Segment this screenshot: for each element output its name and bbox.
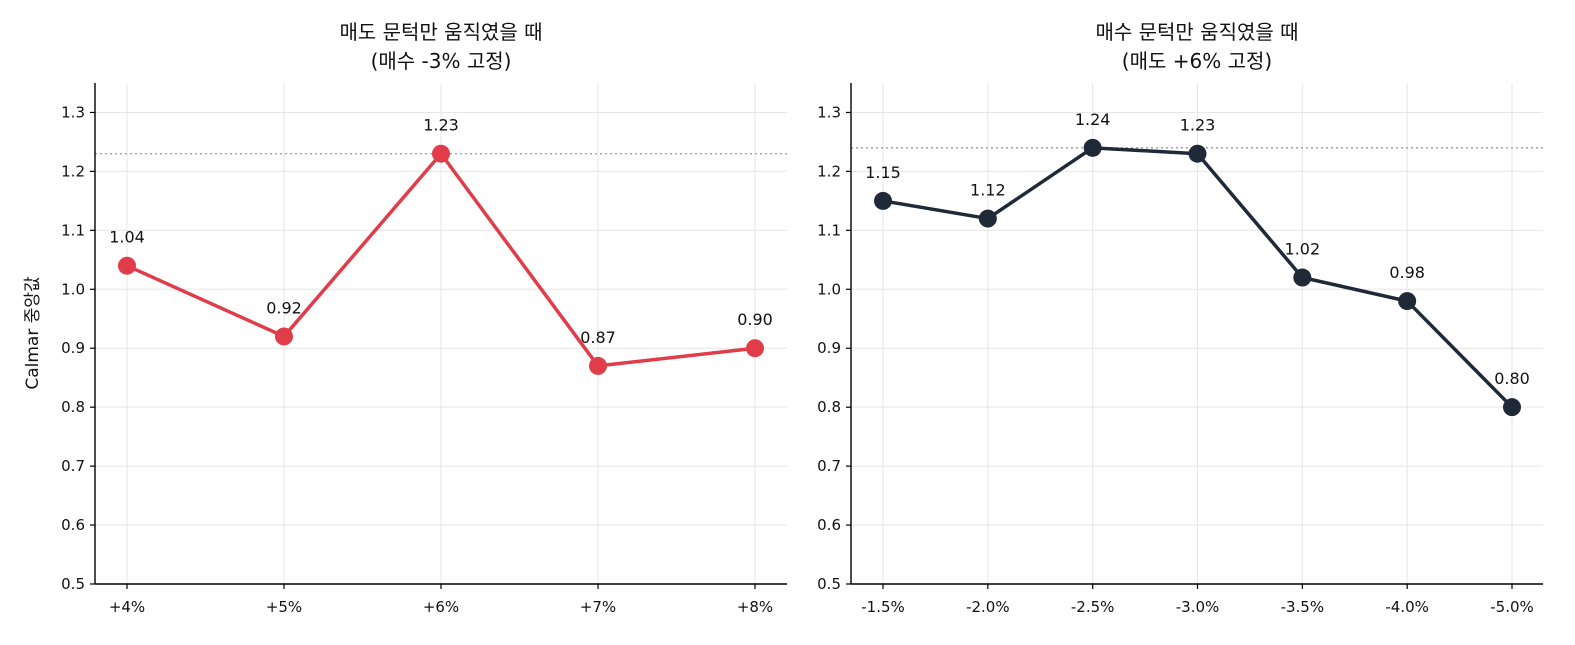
data-point-marker [1083, 138, 1102, 157]
y-axis-label: Calmar 중앙값 [23, 276, 43, 390]
data-point-label: 1.04 [109, 228, 145, 247]
data-point-marker [1293, 268, 1312, 287]
x-tick-label: -2.5% [1071, 598, 1115, 616]
x-tick-label: -5.0% [1490, 598, 1534, 616]
y-tick-label: 1.1 [61, 221, 85, 239]
x-tick-label: -3.0% [1176, 598, 1220, 616]
y-tick-label: 1.2 [61, 162, 85, 180]
chart-subtitle: (매도 +6% 고정) [1122, 49, 1272, 73]
buy-threshold-chart: 0.5 0.6 0.7 0.8 0.9 1.0 1.1 1.2 1.3 -1.5% -2.0% -2.… [817, 20, 1543, 616]
data-point-marker [746, 339, 764, 358]
x-tick-label: +6% [423, 598, 459, 616]
data-point-label: 0.98 [1389, 263, 1425, 282]
y-tick-label: 1.3 [61, 103, 85, 121]
x-tick-label: +8% [737, 598, 773, 616]
y-tick-label: 0.8 [61, 398, 85, 416]
data-point-label: 0.80 [1494, 369, 1530, 388]
data-point-label: 1.23 [423, 116, 459, 135]
data-point-label: 1.02 [1285, 240, 1321, 259]
data-point-label: 0.87 [580, 328, 616, 347]
data-point-marker [275, 327, 293, 346]
data-point-label: 1.23 [1180, 116, 1216, 135]
data-point-marker [432, 144, 450, 163]
y-tick-label: 1.0 [817, 280, 841, 298]
x-tick-label: -1.5% [861, 598, 905, 616]
y-tick-label: 0.6 [817, 516, 841, 534]
sell-threshold-chart: 0.5 0.6 0.7 0.8 0.9 1.0 1.1 1.2 1.3 +4% +5% +6% +7% +… [61, 20, 787, 616]
data-point-marker [978, 209, 997, 228]
x-tick-label: +4% [109, 598, 145, 616]
chart-title: 매수 문턱만 움직였을 때 [1095, 20, 1298, 44]
x-tick-label: +5% [266, 598, 302, 616]
x-tick-label: -2.0% [966, 598, 1010, 616]
data-point-marker [118, 256, 136, 275]
y-tick-label: 1.0 [61, 280, 85, 298]
data-point-label: 0.92 [266, 298, 302, 317]
data-point-label: 1.15 [865, 163, 901, 182]
data-point-marker [1398, 292, 1417, 311]
y-tick-label: 0.8 [817, 398, 841, 416]
x-tick-label: -3.5% [1281, 598, 1325, 616]
y-tick-label: 1.1 [817, 221, 841, 239]
data-point-marker [874, 191, 892, 210]
y-tick-label: 0.5 [61, 575, 85, 593]
data-point-label: 1.12 [970, 181, 1006, 200]
y-tick-label: 1.2 [817, 162, 841, 180]
chart-title: 매도 문턱만 움직였을 때 [339, 20, 542, 44]
y-tick-label: 0.7 [817, 457, 841, 475]
x-tick-label: +7% [580, 598, 616, 616]
data-point-marker [589, 356, 607, 375]
y-tick-label: 0.6 [61, 516, 85, 534]
y-tick-label: 0.9 [817, 339, 841, 357]
data-point-marker [1188, 144, 1207, 163]
y-tick-label: 0.5 [817, 575, 841, 593]
data-point-label: 0.90 [737, 310, 773, 329]
y-tick-label: 1.3 [817, 103, 841, 121]
y-tick-label: 0.7 [61, 457, 85, 475]
data-point-label: 1.24 [1075, 110, 1111, 129]
chart-subtitle: (매수 -3% 고정) [371, 49, 512, 73]
y-tick-label: 0.9 [61, 339, 85, 357]
x-tick-label: -4.0% [1385, 598, 1429, 616]
data-point-marker [1503, 398, 1521, 417]
